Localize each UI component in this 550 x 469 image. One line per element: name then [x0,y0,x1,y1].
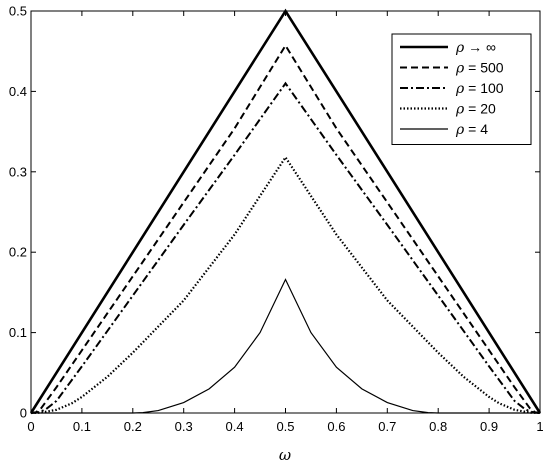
legend-entry: ρ = 4 [455,121,488,138]
legend-label: = 4 [464,121,488,137]
x-tick-label: 0.7 [378,419,396,434]
y-tick-label: 0.5 [9,4,27,19]
series-line-3 [30,81,541,414]
legend-label: → ∞ [464,39,496,55]
x-tick-label: 0.1 [73,419,91,434]
legend-entry: ρ = 20 [455,101,496,118]
x-tick-label: 0.2 [124,419,142,434]
legend-symbol: ρ [455,40,465,56]
legend-box [391,33,532,145]
x-tick-label: 0.4 [226,419,244,434]
x-tick-label: 0.6 [327,419,345,434]
legend-symbol: ρ [455,122,465,138]
legend-label: = 100 [464,80,504,96]
y-tick-label: 0.3 [9,164,27,179]
legend-entry: ρ = 100 [455,80,504,97]
x-tick-label: 0 [27,419,34,434]
legend-entry: ρ → ∞ [455,39,496,56]
y-tick-label: 0 [20,406,27,421]
legend-label: = 500 [464,60,504,76]
series-line-5 [31,278,540,414]
y-tick-label: 0.2 [9,245,27,260]
x-tick-label: 0.3 [175,419,193,434]
legend-symbol: ρ [455,61,465,77]
x-axis-label: ω [279,446,291,464]
x-tick-label: 0.5 [276,419,294,434]
series-line-2 [30,43,541,414]
y-tick-label: 0.4 [9,84,27,99]
x-axis: 0 0.1 0.2 0.3 0.4 0.5 0.6 0.7 0.8 0.9 1 [27,11,544,434]
x-tick-label: 0.9 [480,419,498,434]
x-tick-label: 1 [536,419,543,434]
x-tick-label: 0.8 [429,419,447,434]
legend-label: = 20 [464,101,496,117]
y-tick-label: 0.1 [9,325,27,340]
y-axis: 0 0.1 0.2 0.3 0.4 0.5 [9,4,540,421]
legend-symbol: ρ [455,81,465,97]
legend-symbol: ρ [455,102,465,118]
legend-entry: ρ = 500 [455,60,504,77]
series-line-4 [30,155,541,415]
